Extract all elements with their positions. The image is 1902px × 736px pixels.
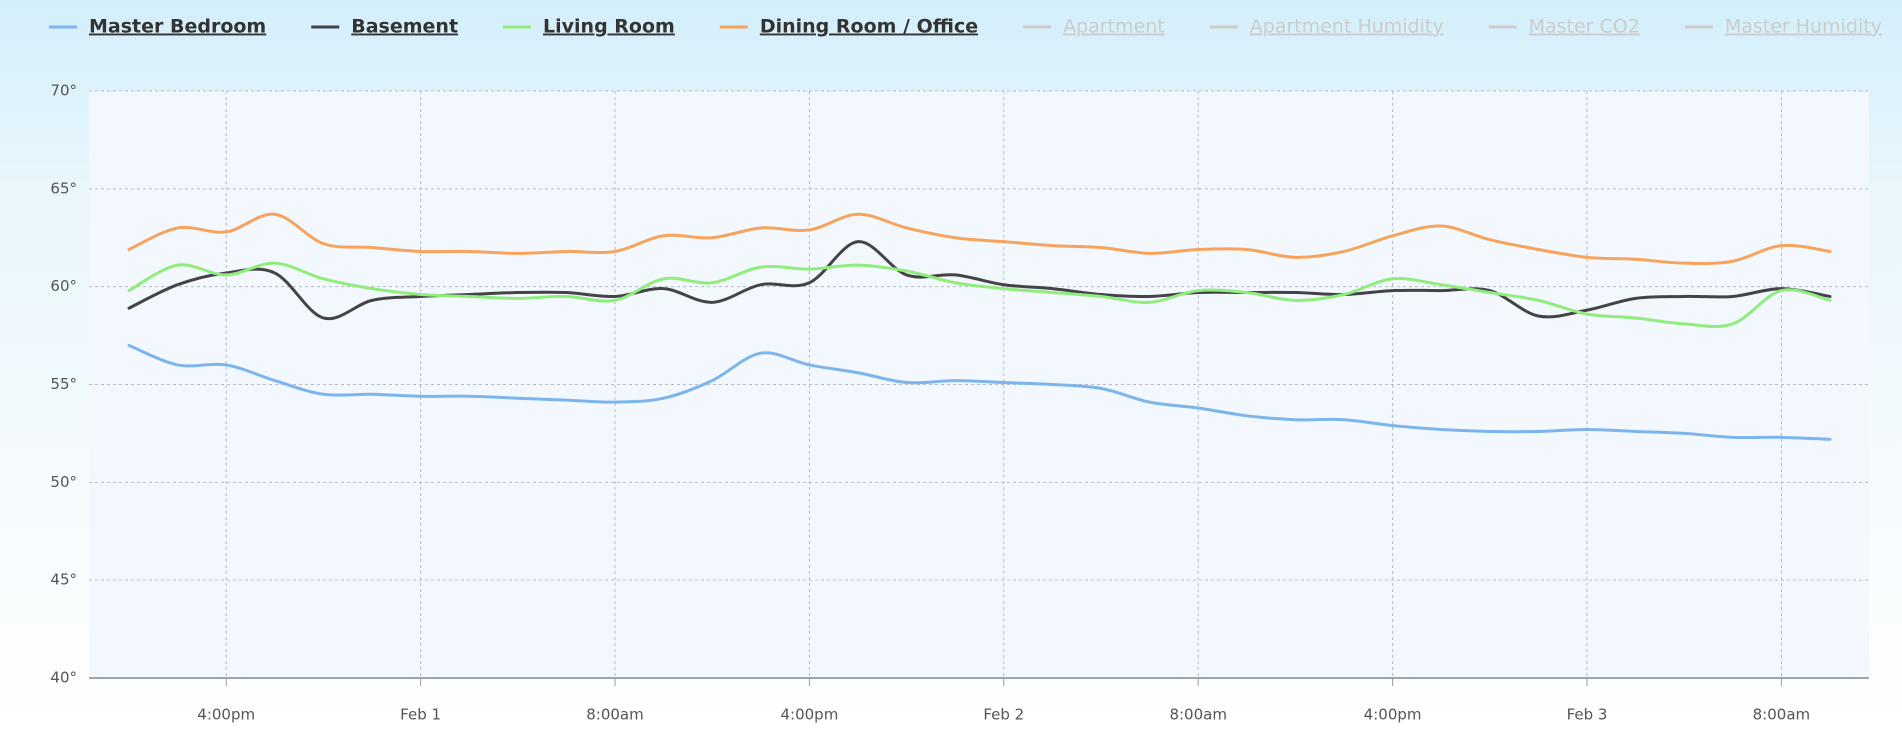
legend-label: Living Room <box>543 16 675 38</box>
legend-item[interactable]: Basement <box>311 16 458 38</box>
x-tick-label: 8:00am <box>1169 706 1227 724</box>
y-tick-label: 55° <box>50 375 77 393</box>
y-tick-label: 70° <box>50 82 77 100</box>
legend-item[interactable]: Master Humidity <box>1684 16 1882 38</box>
legend-item[interactable]: Dining Room / Office <box>719 16 978 38</box>
y-tick-label: 60° <box>50 277 77 295</box>
legend-item[interactable]: Apartment Humidity <box>1209 16 1444 38</box>
series-line <box>127 343 1832 441</box>
x-tick-label: 4:00pm <box>197 706 255 724</box>
x-tick-label: 4:00pm <box>1364 706 1422 724</box>
x-tick-label: 8:00am <box>1753 706 1811 724</box>
legend-label: Basement <box>351 16 458 38</box>
legend-label: Master CO2 <box>1529 16 1640 38</box>
y-tick-label: 65° <box>50 179 77 197</box>
y-tick-label: 40° <box>50 669 77 687</box>
x-tick-label: Feb 3 <box>1567 706 1608 724</box>
legend-item[interactable]: Apartment <box>1023 16 1165 38</box>
series-line <box>127 212 1832 265</box>
legend-item[interactable]: Living Room <box>503 16 675 38</box>
legend-label: Apartment <box>1063 16 1165 38</box>
legend-label: Master Humidity <box>1725 16 1882 38</box>
y-tick-label: 45° <box>50 571 77 589</box>
series-line <box>127 261 1832 329</box>
legend-label: Dining Room / Office <box>760 16 978 38</box>
legend-label: Apartment Humidity <box>1250 16 1444 38</box>
x-tick-label: Feb 1 <box>400 706 441 724</box>
legend-item[interactable]: Master CO2 <box>1488 16 1640 38</box>
legend-label: Master Bedroom <box>89 16 266 38</box>
x-tick-label: Feb 2 <box>983 706 1024 724</box>
series-line <box>127 240 1832 321</box>
y-tick-label: 50° <box>50 473 77 491</box>
x-tick-label: 4:00pm <box>780 706 838 724</box>
x-tick-label: 8:00am <box>586 706 644 724</box>
legend-item[interactable]: Master Bedroom <box>49 16 266 38</box>
